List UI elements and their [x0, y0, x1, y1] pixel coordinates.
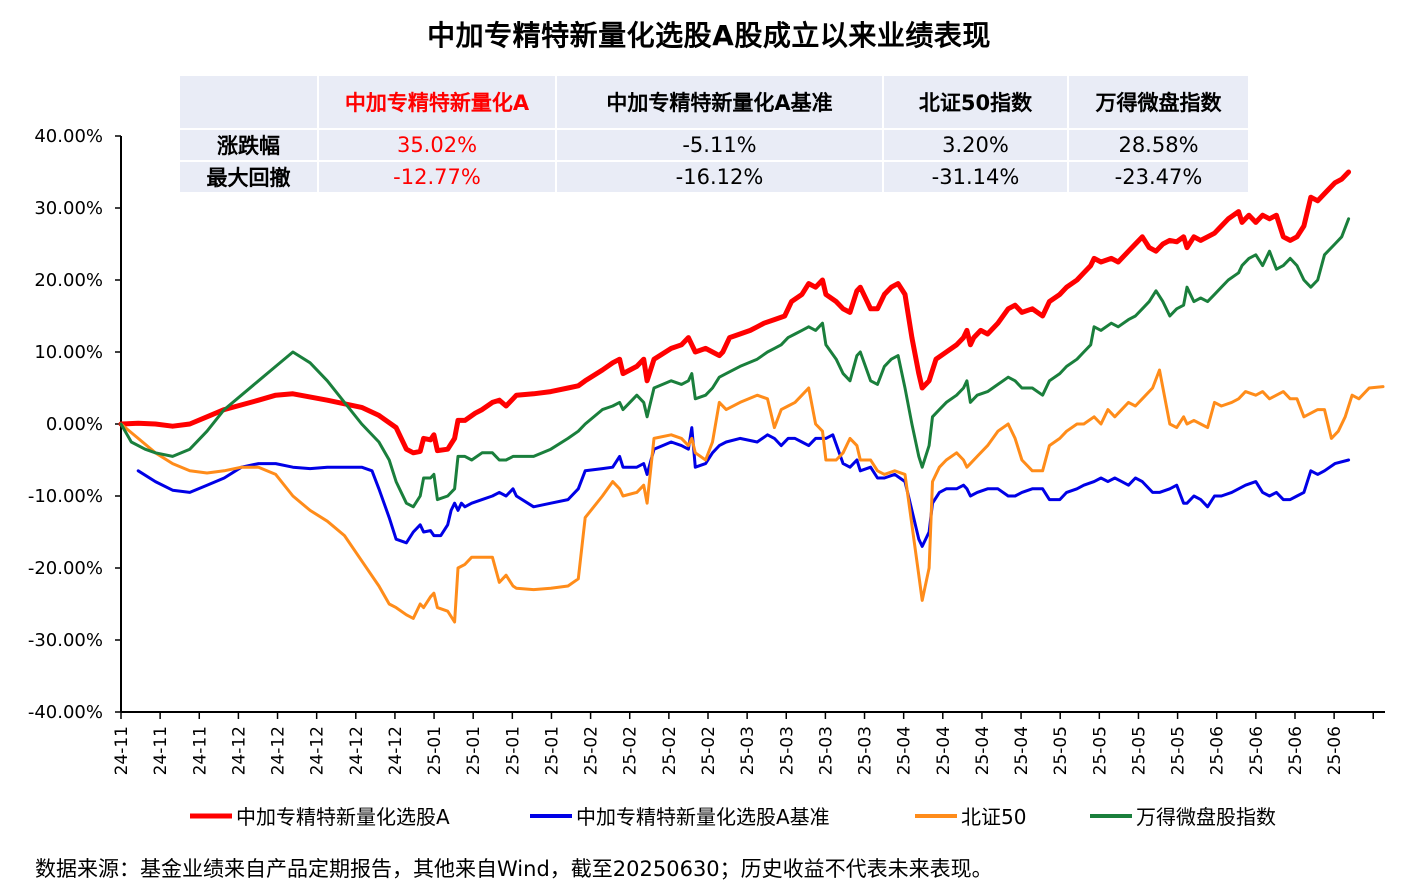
x-tick-label: 25-01 — [503, 726, 523, 775]
y-tick-label: -10.00% — [28, 486, 103, 507]
y-tick-label: -30.00% — [28, 630, 103, 651]
table-header-wind-micro: 万得微盘指数 — [1067, 74, 1250, 130]
cell-fund-drawdown: -12.77% — [317, 160, 557, 194]
cell-bz50-drawdown: -31.14% — [882, 160, 1069, 194]
x-tick-label: 25-05 — [1169, 726, 1189, 775]
x-tick-label: 25-05 — [1129, 726, 1149, 775]
series-line-2 — [119, 368, 1385, 624]
x-tick-label: 24-12 — [229, 726, 249, 775]
table-header-empty — [178, 74, 319, 130]
footnote: 数据来源：基金业绩来自产品定期报告，其他来自Wind，截至20250630；历史… — [35, 857, 993, 881]
legend-label-3: 万得微盘股指数 — [1136, 805, 1276, 829]
row-label-drawdown: 最大回撤 — [178, 160, 319, 194]
table-row: 涨跌幅 35.02% -5.11% 3.20% 28.58% — [178, 128, 1250, 162]
x-tick-label: 25-03 — [856, 726, 876, 775]
cell-wind-drawdown: -23.47% — [1067, 160, 1250, 194]
x-tick-label: 24-12 — [386, 726, 406, 775]
x-tick-label: 24-11 — [190, 726, 210, 775]
cell-benchmark-return: -5.11% — [555, 128, 884, 162]
y-tick-label: 40.00% — [34, 126, 103, 147]
x-tick-label: 25-05 — [1051, 726, 1071, 775]
x-tick-label: 25-03 — [816, 726, 836, 775]
x-tick-label: 25-02 — [660, 726, 680, 775]
legend-label-2: 北证50 — [961, 805, 1026, 829]
x-tick-label: 24-11 — [112, 726, 132, 775]
chart-title: 中加专精特新量化选股A股成立以来业绩表现 — [427, 19, 991, 52]
series-line-1 — [136, 426, 1351, 548]
y-tick-label: 30.00% — [34, 198, 103, 219]
row-label-return: 涨跌幅 — [178, 128, 319, 162]
legend-label-0: 中加专精特新量化选股A — [236, 805, 450, 829]
performance-table: 中加专精特新量化A 中加专精特新量化A基准 北证50指数 万得微盘指数 涨跌幅 … — [178, 74, 1250, 194]
cell-bz50-return: 3.20% — [882, 128, 1069, 162]
cell-benchmark-drawdown: -16.12% — [555, 160, 884, 194]
x-tick-label: 25-05 — [1090, 726, 1110, 775]
x-tick-label: 25-02 — [621, 726, 641, 775]
x-tick-label: 24-12 — [347, 726, 367, 775]
y-tick-label: -40.00% — [28, 702, 103, 723]
x-tick-label: 25-03 — [777, 726, 797, 775]
x-tick-label: 25-06 — [1208, 726, 1228, 775]
legend-label-1: 中加专精特新量化选股A基准 — [576, 805, 830, 829]
series-line-0 — [118, 169, 1352, 456]
table-header-row: 中加专精特新量化A 中加专精特新量化A基准 北证50指数 万得微盘指数 — [178, 74, 1250, 130]
y-tick-label: 10.00% — [34, 342, 103, 363]
y-tick-label: -20.00% — [28, 558, 103, 579]
x-tick-label: 25-02 — [699, 726, 719, 775]
table-header-benchmark: 中加专精特新量化A基准 — [555, 74, 884, 130]
x-tick-label: 25-06 — [1286, 726, 1306, 775]
y-tick-label: 20.00% — [34, 270, 103, 291]
x-tick-label: 25-04 — [934, 726, 954, 775]
x-tick-label: 25-04 — [1012, 726, 1032, 775]
series-line-3 — [119, 217, 1351, 509]
table-header-fund: 中加专精特新量化A — [317, 74, 557, 130]
y-tick-label: 0.00% — [46, 414, 103, 435]
x-tick-label: 25-01 — [542, 726, 562, 775]
x-tick-label: 25-06 — [1247, 726, 1267, 775]
x-tick-label: 25-06 — [1325, 726, 1345, 775]
x-tick-label: 25-01 — [464, 726, 484, 775]
cell-fund-return: 35.02% — [317, 128, 557, 162]
x-tick-label: 24-11 — [151, 726, 171, 775]
x-tick-label: 25-02 — [582, 726, 602, 775]
x-tick-label: 25-01 — [425, 726, 445, 775]
table-header-bz50: 北证50指数 — [882, 74, 1069, 130]
table-row: 最大回撤 -12.77% -16.12% -31.14% -23.47% — [178, 160, 1250, 194]
x-tick-label: 24-12 — [308, 726, 328, 775]
x-tick-label: 24-12 — [269, 726, 289, 775]
x-tick-label: 25-04 — [973, 726, 993, 775]
x-tick-label: 25-04 — [895, 726, 915, 775]
x-tick-label: 25-03 — [738, 726, 758, 775]
cell-wind-return: 28.58% — [1067, 128, 1250, 162]
